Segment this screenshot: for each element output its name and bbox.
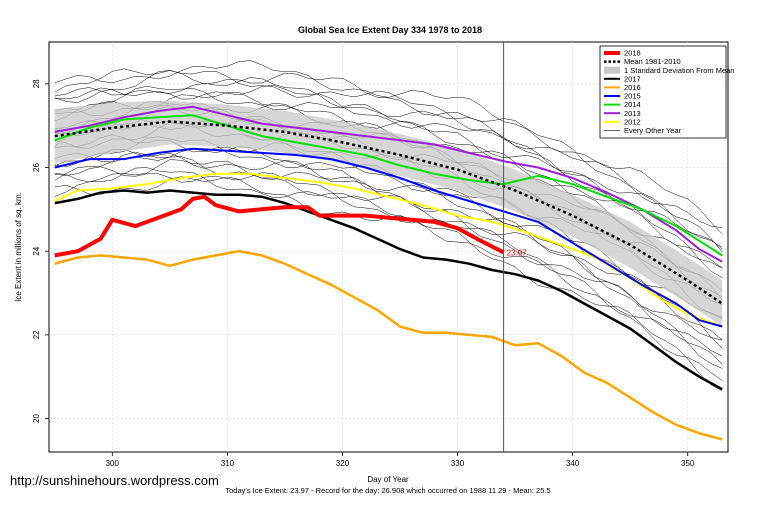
x-tick-label: 340	[566, 459, 580, 468]
legend-label: 2016	[624, 83, 641, 92]
summary-caption: Today's Ice Extent: 23.97 - Record for t…	[225, 486, 550, 495]
legend-label: 1 Standard Deviation From Mean	[624, 66, 734, 75]
legend-label: 2015	[624, 92, 641, 101]
mean-line	[54, 120, 723, 305]
legend-label: Every Other Year	[624, 126, 682, 135]
legend-item: 2014	[604, 100, 641, 109]
other-year-line	[54, 85, 723, 250]
legend-label: 2013	[624, 109, 641, 118]
chart-title: Global Sea Ice Extent Day 334 1978 to 20…	[298, 25, 482, 35]
legend-swatch	[604, 66, 620, 74]
x-tick-label: 300	[106, 459, 120, 468]
other-year-line	[54, 70, 723, 248]
series-line-2017	[54, 189, 723, 391]
legend-label: 2014	[624, 100, 641, 109]
legend-item: Every Other Year	[604, 126, 682, 135]
other-year-line	[54, 60, 723, 235]
series-line-2013	[54, 105, 723, 263]
y-tick-label: 22	[32, 330, 41, 339]
y-tick-label: 24	[32, 246, 41, 255]
series-layer	[54, 105, 723, 441]
legend-item: 2016	[604, 83, 641, 92]
legend-item: 2015	[604, 92, 641, 101]
x-axis-ticks: 300 310 320 330 340 350	[106, 452, 695, 468]
other-year-line	[54, 167, 723, 381]
legend-item: 2012	[604, 117, 641, 126]
y-axis-label: Ice Extent in millions of sq. km.	[14, 192, 23, 302]
y-tick-label: 28	[32, 79, 41, 88]
legend-label: 2017	[624, 74, 641, 83]
other-year-line	[54, 159, 723, 369]
legend-label: 2012	[624, 117, 641, 126]
legend-label: 2018	[624, 49, 641, 58]
series-line-2015	[54, 147, 723, 328]
x-tick-label: 320	[336, 459, 350, 468]
legend-item: 2013	[604, 109, 641, 118]
legend-item: 1 Standard Deviation From Mean	[604, 66, 734, 75]
legend-item: 2017	[604, 74, 641, 83]
legend-label: Mean 1981-2010	[624, 57, 681, 66]
current-value-label: 23.97	[507, 248, 528, 257]
other-year-line	[54, 166, 723, 365]
y-tick-label: 26	[32, 163, 41, 172]
x-tick-label: 350	[681, 459, 695, 468]
y-tick-label: 20	[32, 414, 41, 423]
legend-box	[599, 45, 727, 139]
legend-item: Mean 1981-2010	[604, 57, 681, 66]
series-line-2018	[54, 194, 505, 258]
other-year-line	[54, 68, 723, 229]
x-tick-label: 330	[451, 459, 465, 468]
x-axis-label: Day of Year	[367, 475, 409, 484]
other-year-line	[54, 146, 723, 349]
x-tick-label: 310	[221, 459, 235, 468]
legend-item: 2018	[604, 49, 641, 58]
source-url[interactable]: http://sunshinehours.wordpress.com	[10, 473, 219, 488]
series-line-2016	[54, 249, 723, 441]
series-line-2014	[54, 114, 723, 257]
std-deviation-band	[54, 100, 723, 327]
y-axis-ticks: 20 22 24 26 28	[32, 79, 49, 423]
